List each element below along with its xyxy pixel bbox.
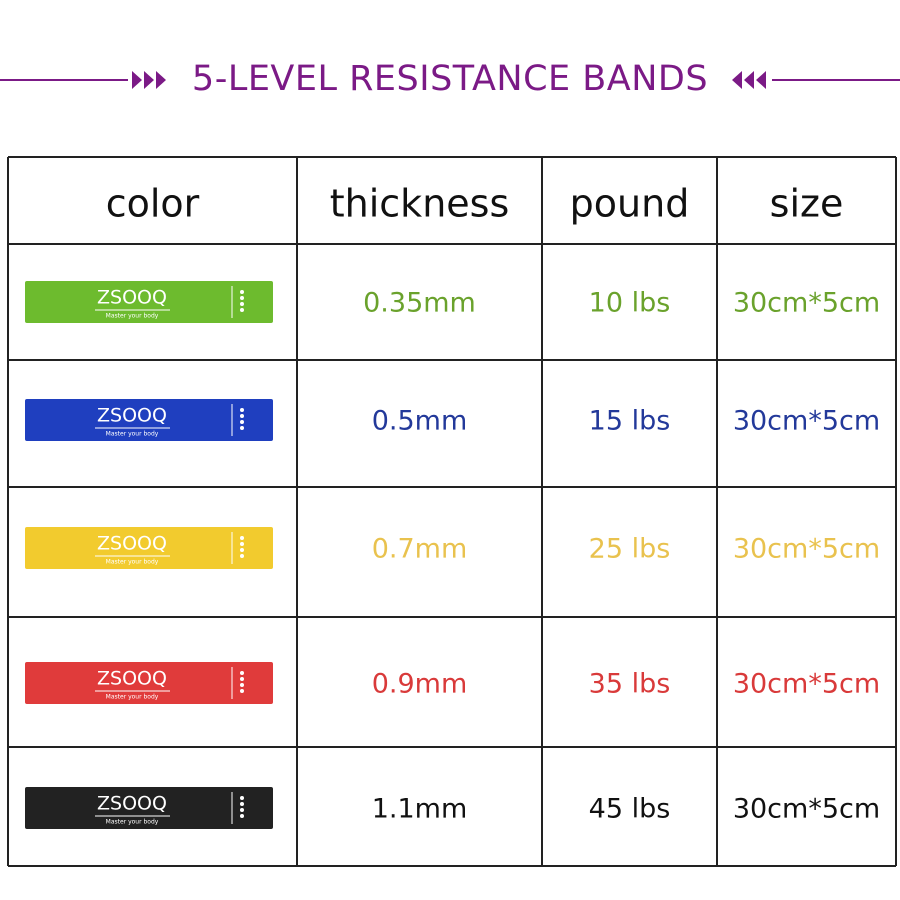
band-icon [240, 796, 244, 800]
cell-pound: 45 lbs [589, 794, 671, 825]
band-slogan: Master your body [106, 694, 159, 701]
cell-pound: 15 lbs [589, 406, 671, 437]
cell-size: 30cm*5cm [733, 669, 880, 700]
band-icon [240, 548, 244, 552]
band-icon [240, 308, 244, 312]
title-bar: 5-LEVEL RESISTANCE BANDS [0, 59, 900, 99]
band-slogan: Master your body [106, 313, 159, 320]
band-image [25, 662, 273, 704]
cell-size: 30cm*5cm [733, 534, 880, 565]
table-grid [7, 156, 897, 867]
band-icon [240, 290, 244, 294]
cell-size: 30cm*5cm [733, 794, 880, 825]
cell-thickness: 1.1mm [372, 794, 468, 825]
column-header: size [770, 182, 844, 226]
band-brand: ZSOOQ [97, 287, 167, 309]
band-brand: ZSOOQ [97, 405, 167, 427]
band-image [25, 787, 273, 829]
band-icon [240, 420, 244, 424]
band-icon [240, 414, 244, 418]
band-slogan: Master your body [106, 819, 159, 826]
column-header: color [106, 182, 200, 226]
column-header: pound [570, 182, 690, 226]
band-icon [240, 554, 244, 558]
band-icon [240, 542, 244, 546]
band-icon [240, 814, 244, 818]
band-icon [240, 671, 244, 675]
column-header: thickness [330, 182, 510, 226]
band-image [25, 399, 273, 441]
cell-size: 30cm*5cm [733, 288, 880, 319]
band-icon [240, 302, 244, 306]
band-icon [240, 683, 244, 687]
cell-pound: 25 lbs [589, 534, 671, 565]
band-icon [240, 802, 244, 806]
band-icon [240, 408, 244, 412]
cell-size: 30cm*5cm [733, 406, 880, 437]
band-slogan: Master your body [106, 559, 159, 566]
band-icon [240, 296, 244, 300]
cell-thickness: 0.9mm [372, 669, 468, 700]
band-brand: ZSOOQ [97, 793, 167, 815]
band-icon [240, 689, 244, 693]
band-image [25, 527, 273, 569]
title: 5-LEVEL RESISTANCE BANDS [192, 59, 708, 99]
cell-thickness: 0.7mm [372, 534, 468, 565]
band-icon [240, 677, 244, 681]
band-image [25, 281, 273, 323]
band-icon [240, 426, 244, 430]
band-brand: ZSOOQ [97, 668, 167, 690]
cell-thickness: 0.5mm [372, 406, 468, 437]
cell-pound: 10 lbs [589, 288, 671, 319]
band-brand: ZSOOQ [97, 533, 167, 555]
band-icon [240, 536, 244, 540]
cell-pound: 35 lbs [589, 669, 671, 700]
cell-thickness: 0.35mm [363, 288, 476, 319]
band-icon [240, 808, 244, 812]
band-slogan: Master your body [106, 431, 159, 438]
